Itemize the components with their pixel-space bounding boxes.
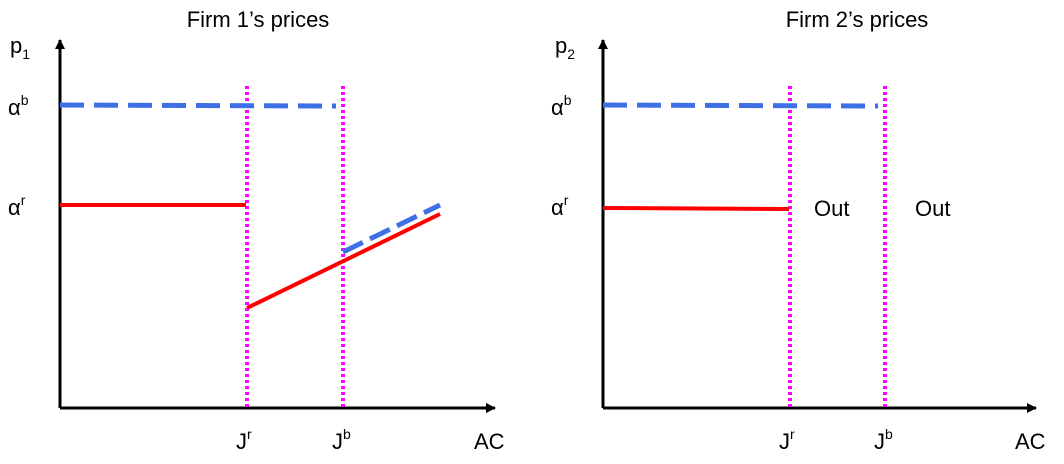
panel-1-alpha-b-dashed-line [59, 102, 337, 109]
panel-2-xtick-j-r: Jr [779, 426, 795, 454]
panel-firm-1: Firm 1’s prices p1 αb αr Jr Jb AC [8, 7, 505, 454]
panel-1-title: Firm 1’s prices [187, 7, 330, 32]
panel-1-xtick-j-r: Jr [236, 426, 252, 454]
panel-2-y-axis-label: p2 [555, 33, 575, 62]
panel-firm-2: Firm 2’s prices p2 αb αr Jr Jb AC Out Ou… [551, 7, 1046, 454]
panel-1-xtick-j-b: Jb [332, 426, 351, 454]
panel-2-ytick-alpha-b: αb [551, 92, 572, 120]
panel-2-xtick-j-b: Jb [874, 426, 893, 454]
panel-1-ytick-alpha-r: αr [8, 192, 26, 220]
panel-1-y-axis-label: p1 [10, 33, 30, 62]
panel-1-ytick-alpha-b: αb [8, 92, 29, 120]
panel-2-x-axis-label: AC [1015, 429, 1046, 454]
panel-2-title: Firm 2’s prices [786, 7, 929, 32]
panel-2-alpha-r-line [602, 206, 790, 211]
panel-1-rising-blue-dashed-line [341, 202, 442, 255]
panel-2-out-label-2: Out [915, 196, 950, 221]
panel-2-ytick-alpha-r: αr [551, 192, 569, 220]
panel-1-rising-red-line [246, 212, 441, 310]
panel-1-x-axis-label: AC [474, 429, 505, 454]
panel-2-out-label-1: Out [814, 196, 849, 221]
panel-2-alpha-b-dashed-line [602, 102, 879, 109]
